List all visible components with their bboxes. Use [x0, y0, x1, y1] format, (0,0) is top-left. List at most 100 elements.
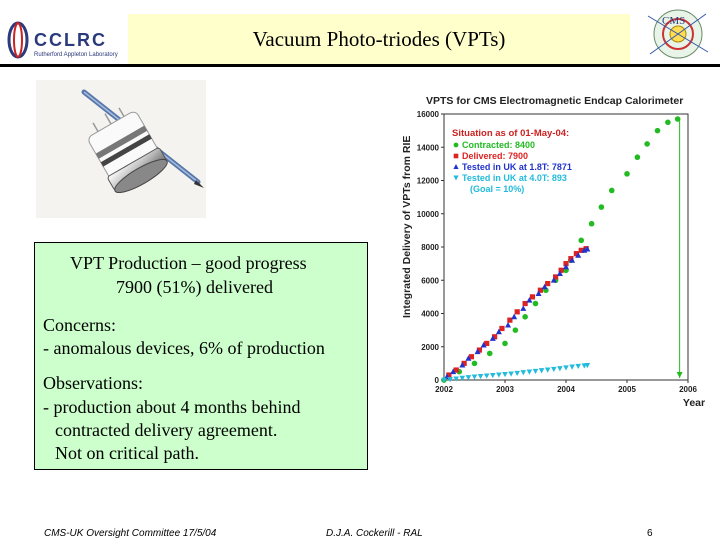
status-textbox: VPT Production – good progress 7900 (51%…	[34, 242, 368, 470]
data-point-tested-1-8t	[495, 328, 502, 335]
data-point-contracted	[598, 204, 605, 210]
data-point-contracted	[512, 327, 519, 333]
chart-plot-frame	[443, 113, 689, 381]
data-point-tested-1-8t	[459, 361, 466, 368]
data-point-tested-1-8t	[450, 368, 457, 375]
data-point-delivered	[568, 256, 574, 262]
data-point-tested-4-0t	[471, 374, 478, 380]
y-tick-label: 8000	[421, 243, 439, 252]
data-point-delivered	[492, 334, 498, 340]
vpt-delivery-chart: VPTS for CMS Electromagnetic Endcap Calo…	[398, 88, 714, 414]
data-point-tested-1-8t	[489, 335, 496, 341]
x-tick-label: 2002	[435, 385, 453, 394]
footer-committee: CMS-UK Oversight Committee 17/5/04	[44, 528, 217, 539]
chart-title: VPTS for CMS Electromagnetic Endcap Calo…	[426, 95, 683, 107]
data-point-tested-4-0t	[447, 377, 453, 383]
y-tick-label: 4000	[421, 310, 439, 319]
contracted-target-arrowhead	[676, 372, 683, 378]
delivered-summary: 7900 (51%) delivered	[116, 277, 273, 297]
vpt-delivery-chart-svg: VPTS for CMS Electromagnetic Endcap Calo…	[398, 88, 714, 414]
header-divider	[0, 64, 720, 67]
data-point-tested-1-8t	[556, 270, 563, 276]
cclrc-logo-text: CCLRC	[34, 30, 107, 50]
data-point-tested-4-0t	[575, 363, 581, 370]
data-point-tested-1-8t	[511, 313, 518, 320]
legend-label: Contracted: 8400	[462, 140, 535, 150]
data-point-delivered	[499, 325, 505, 332]
y-tick-label: 10000	[417, 210, 440, 219]
data-point-tested-1-8t	[569, 257, 576, 263]
data-point-tested-4-0t	[465, 375, 472, 381]
data-point-contracted	[644, 141, 650, 147]
legend-label: (Goal = 10%)	[470, 184, 524, 194]
data-point-tested-1-8t	[535, 290, 542, 296]
data-point-delivered	[484, 340, 490, 347]
data-point-delivered	[446, 372, 452, 378]
data-point-tested-4-0t	[563, 365, 569, 371]
data-point-tested-4-0t	[502, 371, 508, 378]
data-point-delivered	[573, 251, 579, 257]
observation-line-3: Not on critical path.	[55, 443, 199, 463]
cms-detector-icon: CMS	[640, 6, 714, 64]
observation-line-1: - production about 4 months behind	[43, 397, 301, 417]
data-point-tested-1-8t	[480, 341, 487, 348]
y-tick-label: 2000	[421, 343, 439, 352]
legend-marker	[453, 175, 459, 181]
data-point-delivered	[558, 267, 564, 273]
data-point-delivered	[453, 367, 459, 373]
data-point-contracted	[654, 127, 661, 134]
x-tick-label: 2003	[496, 385, 514, 394]
legend-marker	[453, 142, 459, 148]
data-point-tested-4-0t	[532, 368, 539, 375]
data-point-tested-4-0t	[551, 366, 557, 373]
data-point-tested-4-0t	[453, 376, 459, 382]
x-tick-label: 2004	[557, 385, 575, 394]
data-point-delivered	[514, 309, 520, 315]
cms-logo: CMS	[640, 6, 714, 64]
legend-marker	[453, 164, 459, 169]
data-point-tested-1-8t	[563, 263, 569, 270]
data-point-delivered	[507, 317, 513, 323]
data-point-contracted	[532, 300, 539, 307]
data-point-tested-4-0t	[526, 369, 533, 375]
chart-x-axis-label: Year	[683, 397, 705, 409]
data-point-tested-4-0t	[459, 375, 466, 382]
data-point-tested-1-8t	[584, 245, 591, 252]
data-point-contracted	[471, 360, 478, 367]
cclrc-logo	[4, 18, 122, 64]
footer-author: D.J.A. Cockerill - RAL	[326, 528, 423, 539]
data-point-tested-1-8t	[520, 305, 527, 311]
y-tick-label: 0	[435, 376, 440, 385]
data-point-contracted	[578, 237, 585, 244]
data-point-contracted	[522, 314, 528, 320]
data-point-tested-1-8t	[474, 348, 481, 355]
data-point-contracted	[665, 119, 671, 126]
concerns-item: - anomalous devices, 6% of production	[43, 338, 325, 358]
y-tick-label: 6000	[421, 276, 439, 285]
concerns-label: Concerns:	[43, 315, 116, 335]
observation-line-2: contracted delivery agreement.	[55, 420, 278, 440]
data-point-delivered	[468, 354, 475, 360]
data-point-delivered	[476, 347, 482, 353]
data-point-delivered	[522, 300, 528, 307]
x-tick-label: 2006	[679, 385, 697, 394]
data-point-tested-4-0t	[441, 377, 447, 383]
data-point-contracted	[624, 171, 630, 177]
data-point-delivered	[578, 247, 584, 253]
data-point-contracted	[634, 154, 641, 161]
data-point-tested-4-0t	[557, 366, 563, 372]
legend-marker	[453, 153, 459, 159]
data-point-contracted	[588, 220, 595, 227]
data-point-tested-4-0t	[490, 372, 496, 379]
data-point-tested-1-8t	[541, 283, 548, 290]
data-point-tested-4-0t	[483, 373, 490, 379]
data-point-delivered	[545, 280, 551, 287]
legend-title: Situation as of 01-May-04:	[452, 128, 569, 139]
data-point-contracted	[608, 187, 615, 194]
chart-y-axis-label: Integrated Delivery of VPTs from RIE	[401, 136, 413, 318]
data-point-delivered	[553, 274, 559, 280]
data-point-tested-1-8t	[575, 252, 582, 258]
data-point-tested-1-8t	[505, 321, 512, 328]
data-point-contracted	[486, 350, 493, 357]
slide-title: Vacuum Photo-triodes (VPTs)	[128, 14, 630, 64]
